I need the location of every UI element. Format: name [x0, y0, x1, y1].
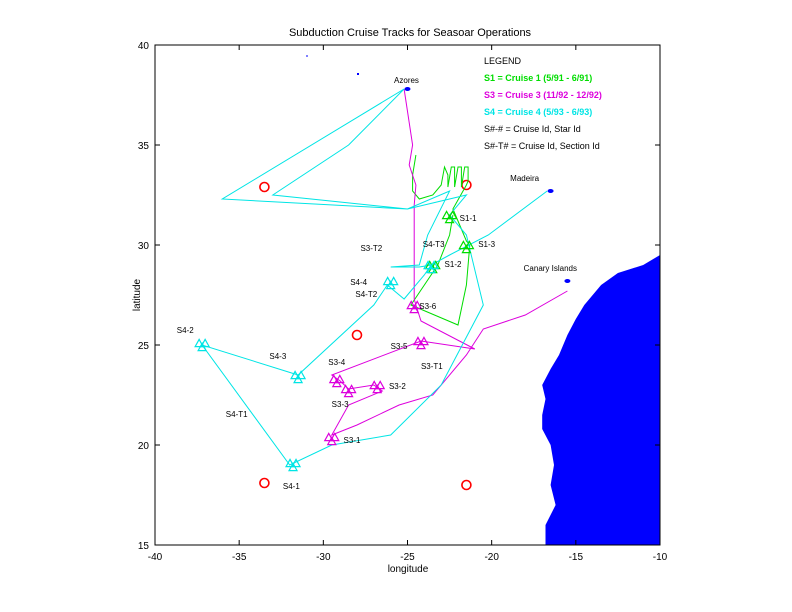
x-tick-label: -25: [400, 552, 415, 563]
track-s1: [410, 154, 471, 326]
station-label: S3-1: [344, 436, 361, 445]
station-label: S4-T3: [423, 240, 445, 249]
place-label: Azores: [394, 76, 419, 85]
circle-markers: [259, 179, 472, 491]
y-tick-label: 40: [138, 41, 150, 52]
x-tick-label: -20: [484, 552, 499, 563]
station-label: S1-2: [445, 260, 462, 269]
star-marker-s3-5: [412, 336, 429, 350]
y-tick-label: 35: [138, 141, 150, 152]
y-tick-label: 15: [138, 541, 150, 552]
star-marker-s3-1: [323, 432, 340, 446]
x-tick-label: -10: [653, 552, 668, 563]
red-circle-marker: [461, 479, 472, 491]
place-label: Canary Islands: [524, 264, 577, 273]
star-marker-s4-2: [194, 338, 211, 352]
station-label: S3-5: [391, 342, 408, 351]
legend: LEGEND S1 = Cruise 1 (5/91 - 6/91) S3 = …: [484, 56, 602, 151]
x-tick-label: -35: [232, 552, 247, 563]
station-label: S1-1: [460, 214, 477, 223]
y-axis-label: latitude: [132, 278, 143, 311]
star-marker-s1-3: [458, 240, 475, 254]
island-madeira: [547, 189, 554, 193]
station-label: S4-T2: [355, 290, 377, 299]
x-tick-label: -30: [316, 552, 331, 563]
star-marker-s4-1: [285, 458, 302, 472]
land-layer: Azores Madeira Canary Islands: [306, 55, 660, 545]
chart-title: Subduction Cruise Tracks for Seasoar Ope…: [289, 27, 532, 39]
x-tick-label: -40: [148, 552, 163, 563]
station-label: S3-6: [419, 302, 436, 311]
red-circle-marker: [259, 181, 270, 193]
station-label: S3-2: [389, 382, 406, 391]
axis-ticks: -40 -35 -30 -25 -20 -15 -10 15 20 25 30 35 40: [138, 41, 668, 563]
legend-entry-s1: S1 = Cruise 1 (5/91 - 6/91): [484, 73, 592, 83]
star-marker-s3-6: [406, 300, 423, 314]
track-s3: [330, 88, 568, 436]
station-label: S3-4: [328, 358, 345, 367]
island-canary-islands: [564, 279, 571, 283]
legend-title: LEGEND: [484, 56, 522, 66]
station-label: S4-2: [177, 326, 194, 335]
station-label: S3-3: [332, 400, 349, 409]
y-tick-label: 25: [138, 341, 150, 352]
x-axis-label: longitude: [388, 564, 429, 575]
islet-marker: [306, 55, 308, 57]
y-tick-label: 20: [138, 441, 150, 452]
legend-entry-section-id: S#-T# = Cruise Id, Section Id: [484, 141, 600, 151]
station-label: S4-T1: [226, 410, 248, 419]
station-labels: S1-1 S1-2 S1-3 S3-T2 S4-T3 S4-4 S4-T2 S3-6 S4-2 S…: [177, 214, 496, 491]
red-circle-marker: [351, 329, 363, 341]
island-azores: [404, 87, 411, 91]
star-marker-s1-1: [441, 210, 458, 224]
star-marker-s3-3: [340, 384, 357, 398]
legend-entry-s4: S4 = Cruise 4 (5/93 - 6/93): [484, 107, 592, 117]
star-markers: [194, 210, 475, 472]
legend-entry-s3: S3 = Cruise 3 (11/92 - 12/92): [484, 90, 602, 100]
cruise-tracks: [200, 88, 568, 466]
track-s4: [200, 88, 548, 466]
station-label: S4-1: [283, 482, 300, 491]
star-marker-s3-2: [369, 380, 386, 394]
station-label: S3-T2: [360, 244, 382, 253]
islet-marker: [357, 73, 359, 75]
station-label: S4-4: [350, 278, 367, 287]
x-tick-label: -15: [569, 552, 584, 563]
star-marker-s4-4: [382, 276, 399, 290]
place-label: Madeira: [510, 174, 539, 183]
y-tick-label: 30: [138, 241, 150, 252]
legend-entry-star-id: S#-# = Cruise Id, Star Id: [484, 124, 581, 134]
star-marker-s4-t3: [423, 260, 440, 274]
star-marker-s4-3: [290, 370, 307, 384]
red-circle-marker: [259, 477, 270, 489]
station-label: S1-3: [478, 240, 495, 249]
station-label: S3-T1: [421, 362, 443, 371]
station-label: S4-3: [269, 352, 286, 361]
star-marker-s3-4: [328, 374, 345, 388]
africa-landmass: [542, 255, 660, 545]
